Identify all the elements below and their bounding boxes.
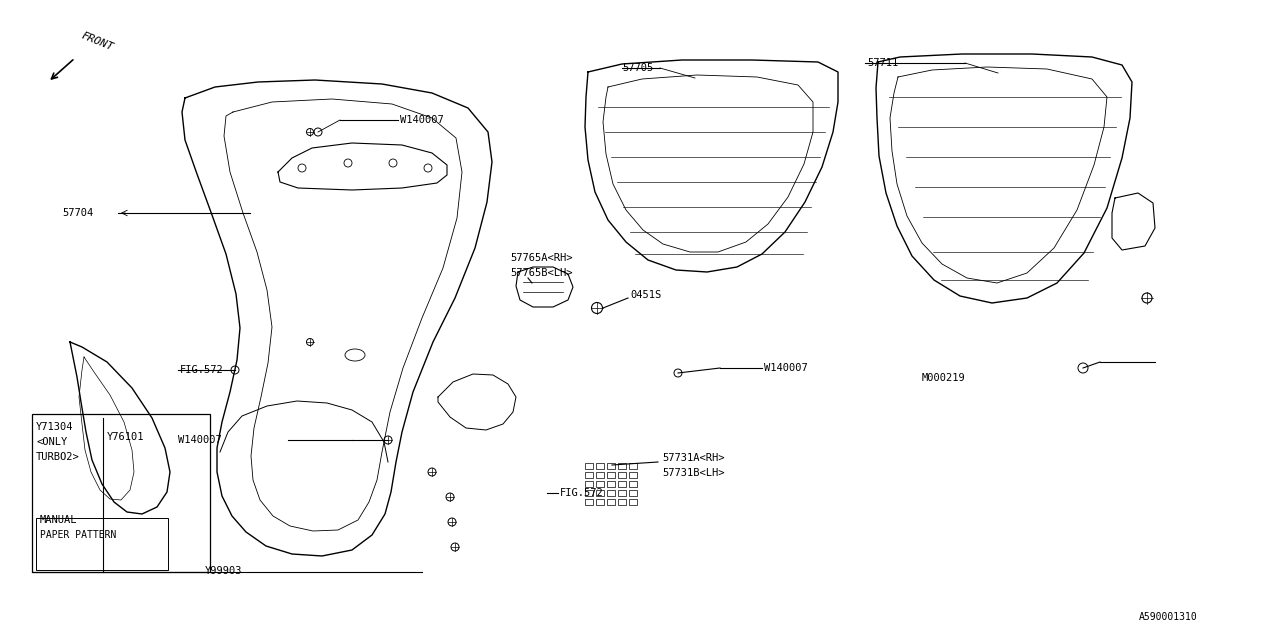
Text: 57704: 57704	[61, 208, 93, 218]
Text: 57711: 57711	[867, 58, 899, 68]
Bar	[585, 490, 593, 496]
Bar	[607, 472, 614, 478]
Bar	[585, 463, 593, 469]
Text: 57765A<RH>: 57765A<RH>	[509, 253, 572, 263]
Text: A590001310: A590001310	[1139, 612, 1197, 622]
Bar	[628, 490, 637, 496]
Bar	[596, 490, 604, 496]
Text: <ONLY: <ONLY	[36, 437, 68, 447]
Text: 57765B<LH>: 57765B<LH>	[509, 268, 572, 278]
Bar	[596, 499, 604, 505]
Text: 57705: 57705	[622, 63, 653, 73]
Bar	[618, 481, 626, 487]
Text: 57731A<RH>: 57731A<RH>	[662, 453, 724, 463]
Text: FRONT: FRONT	[81, 30, 115, 52]
Text: 57731B<LH>: 57731B<LH>	[662, 468, 724, 478]
Bar	[585, 481, 593, 487]
Bar	[618, 499, 626, 505]
Text: W140007: W140007	[401, 115, 444, 125]
Bar	[618, 463, 626, 469]
Bar	[585, 472, 593, 478]
Text: W140007: W140007	[764, 363, 808, 373]
Text: PAPER PATTERN: PAPER PATTERN	[40, 530, 116, 540]
Text: MANUAL: MANUAL	[40, 515, 78, 525]
Bar	[628, 472, 637, 478]
Bar	[618, 472, 626, 478]
Text: W140007: W140007	[178, 435, 221, 445]
Text: M000219: M000219	[922, 373, 965, 383]
Text: Y76101: Y76101	[108, 432, 145, 442]
Text: 0451S: 0451S	[630, 290, 662, 300]
Bar	[596, 463, 604, 469]
Bar	[596, 481, 604, 487]
Bar	[607, 490, 614, 496]
Bar	[607, 481, 614, 487]
Text: TURBO2>: TURBO2>	[36, 452, 79, 462]
Bar	[596, 472, 604, 478]
Bar	[628, 481, 637, 487]
Bar	[618, 490, 626, 496]
Bar	[607, 463, 614, 469]
Text: FIG.572: FIG.572	[561, 488, 604, 498]
Bar	[628, 499, 637, 505]
Bar	[628, 463, 637, 469]
Bar	[32, 414, 210, 572]
Bar	[36, 518, 168, 570]
Text: Y99903: Y99903	[205, 566, 242, 576]
Text: Y71304: Y71304	[36, 422, 73, 432]
Bar	[607, 499, 614, 505]
Bar	[585, 499, 593, 505]
Text: FIG.572: FIG.572	[180, 365, 224, 375]
